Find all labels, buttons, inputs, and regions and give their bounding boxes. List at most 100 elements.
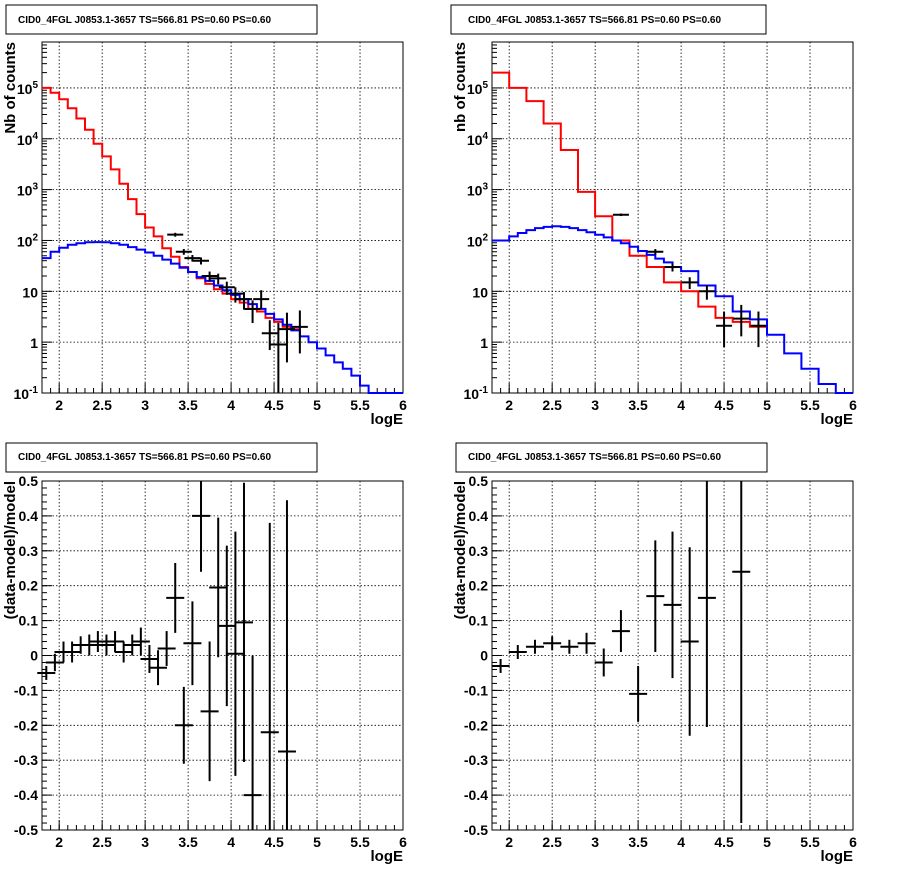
histogram-series-1 [492, 71, 767, 328]
y-tick-label: 104 [17, 131, 39, 148]
y-tick-label: 0.3 [469, 543, 489, 559]
chart-panel-3: CID0_4FGL J0853.1-3657 TS=566.81 PS=0.60… [2, 442, 407, 865]
x-tick-label: 4 [677, 834, 685, 850]
chart-title: CID0_4FGL J0853.1-3657 TS=566.81 PS=0.60… [468, 15, 721, 26]
data-point [167, 232, 184, 237]
chart-title: CID0_4FGL J0853.1-3657 TS=566.81 PS=0.60… [18, 15, 271, 26]
x-tick-label: 3 [141, 397, 149, 413]
y-tick-label: 1 [480, 335, 488, 351]
y-tick-label: 0.1 [469, 613, 489, 629]
y-tick-label: 102 [17, 232, 39, 249]
data-point [193, 257, 210, 265]
x-tick-label: 3.5 [178, 834, 198, 850]
data-point [663, 531, 682, 679]
data-point [210, 273, 227, 285]
data-point [261, 320, 278, 351]
y-tick-label: 0 [480, 648, 488, 664]
y-tick-label: -0.2 [464, 717, 488, 733]
y-tick-label: 0.2 [469, 578, 489, 594]
data-point [612, 213, 629, 217]
data-point [646, 540, 665, 653]
x-axis-label: logE [821, 848, 854, 865]
y-axis-label: Nb of counts [2, 42, 19, 134]
y-tick-label: 0.3 [19, 543, 39, 559]
title-box [455, 442, 768, 473]
y-tick-label: 104 [467, 131, 489, 148]
data-point [201, 271, 218, 282]
title-box [5, 4, 318, 35]
data-point [37, 665, 56, 680]
y-tick-label: 0.1 [19, 613, 39, 629]
x-tick-label: 2.5 [542, 834, 562, 850]
x-tick-label: 2 [55, 397, 63, 413]
data-point [184, 255, 201, 262]
data-point [131, 627, 150, 656]
data-point [594, 648, 613, 677]
plot-frame [491, 41, 854, 394]
data-point [647, 249, 664, 255]
data-point [277, 500, 296, 830]
y-tick-label: -0.3 [14, 752, 38, 768]
y-tick-label: 0.5 [469, 473, 489, 489]
y-axis-label: (data-model)/model [2, 481, 19, 619]
x-tick-label: 2 [505, 397, 513, 413]
x-tick-label: 5.5 [350, 397, 370, 413]
data-point [209, 517, 228, 658]
data-point [508, 645, 527, 659]
x-tick-label: 3.5 [628, 834, 648, 850]
y-tick-label: 102 [467, 232, 489, 249]
y-tick-label: 10 [472, 284, 488, 300]
data-point [698, 285, 715, 300]
y-tick-label: 103 [467, 182, 489, 199]
y-tick-label: -0.1 [464, 682, 488, 698]
data-point [88, 631, 107, 653]
data-point [525, 639, 544, 654]
x-tick-label: 2.5 [92, 834, 112, 850]
data-point [611, 610, 630, 653]
data-point [664, 263, 681, 272]
y-axis-label: (data-model)/model [452, 481, 469, 619]
y-tick-label: 10-1 [14, 385, 39, 402]
x-tick-label: 4.5 [264, 834, 284, 850]
x-tick-label: 5.5 [800, 397, 820, 413]
chart-title: CID0_4FGL J0853.1-3657 TS=566.81 PS=0.60… [18, 452, 271, 463]
data-point [732, 481, 751, 824]
data-point [716, 311, 733, 348]
data-point [270, 322, 287, 393]
x-tick-label: 5 [763, 397, 771, 413]
title-box [450, 4, 767, 35]
data-point [543, 636, 562, 651]
chart-panel-2: CID0_4FGL J0853.1-3657 TS=566.81 PS=0.60… [450, 4, 857, 428]
x-tick-label: 6 [399, 834, 407, 850]
y-axis-label: nb of counts [452, 42, 469, 132]
x-tick-label: 3 [591, 834, 599, 850]
data-point [235, 292, 252, 310]
plot-frame [491, 480, 854, 831]
x-tick-label: 3.5 [628, 397, 648, 413]
x-tick-label: 5.5 [800, 834, 820, 850]
title-box [5, 442, 318, 473]
data-point [175, 249, 192, 255]
y-tick-label: 0.2 [19, 578, 39, 594]
plot-frame [41, 480, 404, 831]
x-axis-label: logE [821, 411, 854, 428]
data-point [226, 531, 245, 776]
histogram-series-2 [42, 241, 403, 394]
x-tick-label: 2 [55, 834, 63, 850]
x-tick-label: 4 [227, 397, 235, 413]
y-tick-label: 0 [30, 648, 38, 664]
y-tick-label: -0.4 [14, 787, 38, 803]
chart-panel-1: CID0_4FGL J0853.1-3657 TS=566.81 PS=0.60… [2, 4, 407, 428]
data-point [80, 634, 99, 656]
x-tick-label: 4 [227, 834, 235, 850]
x-tick-label: 6 [849, 397, 857, 413]
plot-frame [41, 41, 404, 394]
data-point [97, 634, 116, 656]
data-point [218, 281, 235, 295]
x-tick-label: 3 [141, 834, 149, 850]
data-point [243, 655, 262, 830]
data-point [149, 650, 168, 686]
x-tick-label: 4.5 [714, 834, 734, 850]
data-point [750, 311, 767, 348]
chart-title: CID0_4FGL J0853.1-3657 TS=566.81 PS=0.60… [468, 452, 721, 463]
